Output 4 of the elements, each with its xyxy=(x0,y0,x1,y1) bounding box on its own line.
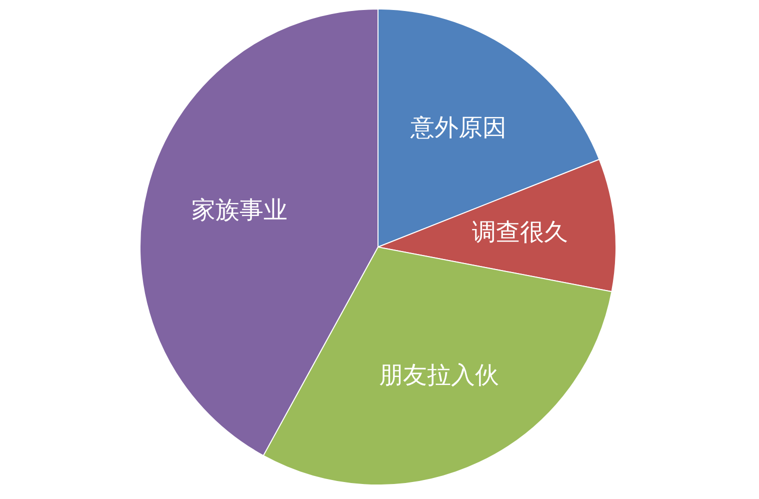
slice-label: 意外原因 xyxy=(409,113,506,142)
slice-label: 家族事业 xyxy=(192,196,288,224)
slice-label: 朋友拉入伙 xyxy=(378,360,499,389)
slice-label: 调查很久 xyxy=(472,218,568,246)
